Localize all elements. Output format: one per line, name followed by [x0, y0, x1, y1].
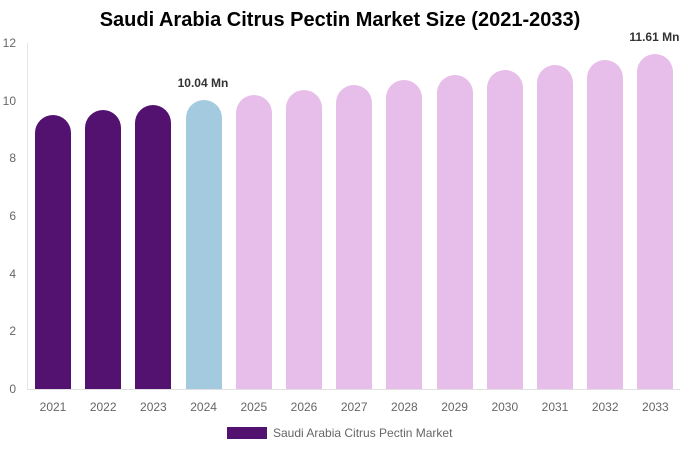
- y-tick-label: 4: [9, 266, 16, 281]
- x-tick-label: 2032: [591, 400, 619, 414]
- x-tick-label: 2030: [491, 400, 519, 414]
- x-tick-label: 2033: [642, 400, 669, 414]
- bar-2026[interactable]: [286, 89, 322, 389]
- bar-2029[interactable]: [436, 75, 473, 389]
- y-tick-label: 8: [9, 151, 16, 166]
- x-tick-label: 2028: [391, 400, 418, 414]
- data-label-2033: 11.61 Mn: [629, 30, 680, 45]
- legend-label: Saudi Arabia Citrus Pectin Market: [273, 426, 453, 440]
- data-label-2024: 10.04 Mn: [177, 75, 229, 90]
- x-tick-label: 2021: [39, 400, 67, 414]
- chart-legend: Saudi Arabia Citrus Pectin Market: [227, 426, 452, 440]
- y-tick-label: 6: [9, 209, 16, 223]
- x-tick-label: 2029: [441, 400, 468, 414]
- bar-2031[interactable]: [537, 64, 573, 389]
- x-tick-label: 2023: [140, 400, 167, 414]
- bar-2022[interactable]: [85, 109, 122, 389]
- bar-2032[interactable]: [587, 59, 624, 389]
- bar-2024[interactable]: [185, 99, 222, 389]
- bar-2028[interactable]: [386, 79, 423, 389]
- y-tick-label: 10: [2, 93, 16, 108]
- x-axis-line: [27, 389, 680, 390]
- y-tick-label: 0: [9, 382, 16, 396]
- x-tick-label: 2026: [290, 400, 318, 414]
- bar-2033[interactable]: [637, 54, 674, 389]
- x-tick-label: 2025: [240, 400, 268, 414]
- chart-title: Saudi Arabia Citrus Pectin Market Size (…: [99, 9, 581, 31]
- y-tick-label: 2: [9, 324, 16, 339]
- x-tick-label: 2022: [89, 400, 117, 414]
- legend-swatch: [227, 427, 267, 439]
- bar-2025[interactable]: [235, 94, 272, 389]
- bar-2023[interactable]: [135, 104, 172, 389]
- bar-2027[interactable]: [336, 85, 373, 389]
- x-tick-label: 2031: [541, 400, 569, 414]
- x-tick-label: 2024: [190, 400, 217, 414]
- y-axis-line: [27, 43, 28, 389]
- bar-2021[interactable]: [35, 115, 71, 389]
- y-tick-label: 12: [2, 36, 16, 50]
- x-tick-label: 2027: [340, 400, 368, 414]
- bar-2030[interactable]: [486, 69, 523, 389]
